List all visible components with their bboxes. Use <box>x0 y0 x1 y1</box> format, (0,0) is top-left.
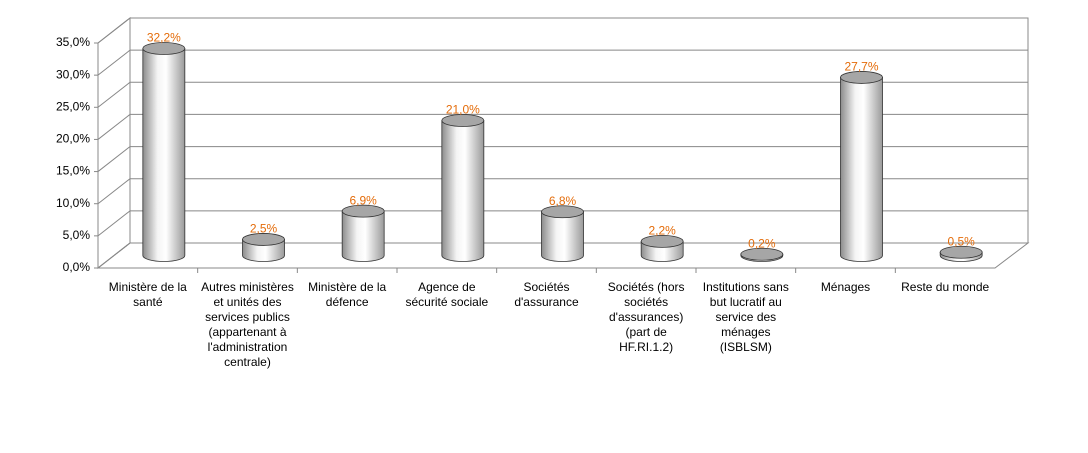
y-tick-label: 15,0% <box>56 164 90 178</box>
y-tick-label: 35,0% <box>56 35 90 49</box>
cylinder <box>142 42 186 262</box>
cylinder-top <box>242 233 285 246</box>
cylinder-top <box>541 205 584 219</box>
cylinder-body <box>341 210 385 262</box>
value-label: 2,2% <box>648 224 676 238</box>
cylinder-top <box>142 42 186 55</box>
cylinder-top <box>341 204 385 218</box>
cylinder <box>441 114 485 262</box>
y-tick-label: 25,0% <box>56 99 90 113</box>
y-tick-label: 20,0% <box>56 132 90 146</box>
value-label: 0,5% <box>947 234 975 248</box>
value-label: 27,7% <box>844 60 878 74</box>
cylinder <box>840 71 883 262</box>
cylinder-body <box>441 120 485 262</box>
cylinder <box>242 233 285 262</box>
value-label: 0,2% <box>748 236 776 250</box>
cylinder-top <box>939 245 983 259</box>
value-label: 2,5% <box>250 222 278 236</box>
x-tick-label: Ministère de la défence <box>308 280 387 309</box>
y-tick-label: 0,0% <box>63 260 91 274</box>
grid-line <box>97 49 1028 76</box>
cylinder <box>939 245 983 262</box>
y-tick-label: 30,0% <box>56 67 90 81</box>
x-tick-label: Sociétés d'assurance <box>514 280 579 309</box>
cylinder <box>740 247 784 262</box>
cylinder-body <box>541 211 584 262</box>
x-tick-label: Autres ministères et unités des services… <box>201 280 294 369</box>
cylinder-top <box>640 234 684 248</box>
x-tick-label: Reste du monde <box>901 280 990 294</box>
x-tick-label: Institutions sans but lucratif au servic… <box>702 280 789 354</box>
cylinder <box>541 205 584 262</box>
y-tick-label: 5,0% <box>63 228 91 242</box>
x-tick-label: Agence de sécurité sociale <box>405 280 489 309</box>
grid-line <box>97 81 1028 108</box>
value-label: 32,2% <box>147 31 181 45</box>
cylinder-top <box>840 71 883 84</box>
grid-line <box>97 146 1028 172</box>
cylinder-body <box>142 48 186 262</box>
value-label: 21,0% <box>446 103 480 117</box>
x-tick-label: Ménages <box>820 280 871 294</box>
grid-line <box>97 210 1028 237</box>
grid-line <box>97 242 1028 269</box>
cylinder-body <box>840 77 883 262</box>
x-tick-label: Sociétés (hors sociétés d'assurances) (p… <box>607 280 685 354</box>
cylinder-top <box>441 114 485 127</box>
x-tick-label: Ministère de la santé <box>108 280 187 309</box>
value-label: 6,8% <box>549 194 577 208</box>
cylinder-top <box>740 247 784 261</box>
grid-line <box>97 178 1028 205</box>
cylinder <box>341 204 385 262</box>
y-tick-label: 10,0% <box>56 196 90 210</box>
grid-line <box>97 17 1028 44</box>
cylinder <box>640 234 684 262</box>
side-wall <box>97 16 131 270</box>
grid-line <box>97 113 1028 140</box>
value-label: 6,9% <box>349 193 377 207</box>
